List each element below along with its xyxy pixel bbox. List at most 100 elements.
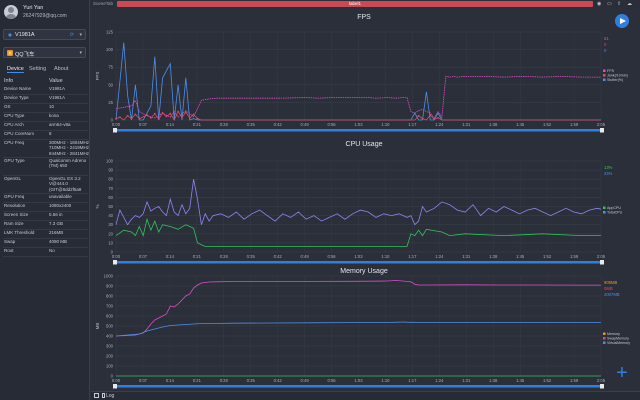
legend-swatch: [603, 69, 606, 72]
chevron-down-icon: ▾: [79, 32, 82, 38]
info-value: 8: [49, 131, 52, 136]
x-tick-label: 1:38: [489, 378, 498, 383]
refresh-icon[interactable]: ⟳: [69, 32, 74, 38]
legend-swatch: [603, 332, 606, 335]
user-profile: Yuri Yan 26247929@qq.com: [4, 4, 88, 24]
device-select[interactable]: V1981A ⟳ ▾: [3, 29, 86, 40]
tab-setting[interactable]: Setting: [29, 66, 47, 72]
x-tick-label: 1:10: [381, 254, 390, 259]
info-key: GPU Type: [4, 158, 25, 163]
range-handle-right[interactable]: [600, 384, 604, 389]
info-value: unavailable: [49, 194, 72, 199]
range-slider[interactable]: [114, 261, 603, 264]
x-tick-label: 1:24: [435, 122, 444, 127]
x-tick-label: 0:56: [327, 122, 336, 127]
table-row: Swap 4090 MB: [3, 239, 88, 248]
x-tick-label: 1:10: [381, 378, 390, 383]
y-tick-label: 900: [106, 284, 114, 289]
bottom-bar: Log: [91, 391, 640, 400]
chart-title: FPS: [357, 14, 371, 21]
y-tick-label: 30: [108, 222, 113, 227]
y-tick-label: 90: [108, 168, 113, 173]
legend-label[interactable]: AppCPU: [607, 206, 621, 210]
info-value: 1080x2400: [49, 203, 72, 208]
cloud-icon[interactable]: ☁: [627, 1, 632, 7]
legend-label[interactable]: VirtualMemory: [607, 341, 630, 345]
table-row: CPU Arch arm64-v8a: [3, 122, 88, 131]
legend-label[interactable]: SwapMemory: [607, 337, 629, 341]
range-handle-right[interactable]: [600, 128, 604, 133]
jank-point: [146, 114, 148, 116]
jank-point: [417, 114, 420, 117]
x-tick-label: 1:31: [462, 122, 471, 127]
info-value: OpenGL ES 3.2 V@444.0 (GIT@8dd2f5a8: [49, 176, 82, 192]
x-tick-label: 0:14: [166, 378, 175, 383]
folder-icon[interactable]: ▭: [607, 1, 612, 7]
info-key: Device Name: [4, 86, 32, 91]
jank-point: [433, 118, 436, 121]
range-slider[interactable]: [114, 129, 603, 132]
location-icon[interactable]: ◉: [597, 1, 602, 7]
info-value: 5.56 in: [49, 212, 63, 217]
legend-label[interactable]: FPS: [607, 69, 615, 73]
x-tick-label: 0:00: [112, 254, 121, 259]
column-header-value: Value: [49, 78, 63, 84]
jank-point: [177, 110, 179, 113]
log-tab[interactable]: Log: [106, 393, 115, 399]
series-line-appcpu: [115, 217, 601, 247]
jank-point: [169, 112, 172, 115]
x-tick-label: 0:42: [274, 254, 283, 259]
upload-icon[interactable]: ⇧: [617, 1, 622, 7]
legend-label[interactable]: Stutter(%): [607, 78, 623, 82]
x-tick-label: 1:17: [408, 122, 417, 127]
sidebar: Yuri Yan 26247929@qq.com V1981A ⟳ ▾ QQ飞车…: [0, 0, 90, 400]
x-tick-label: 0:35: [247, 122, 256, 127]
tab-about[interactable]: About: [54, 66, 69, 72]
info-value: 7.3 GB: [49, 221, 64, 226]
range-handle-right[interactable]: [600, 260, 604, 265]
play-button[interactable]: [615, 14, 629, 28]
range-handle-left[interactable]: [113, 128, 117, 133]
x-tick-label: 0:14: [166, 122, 175, 127]
y-tick-label: 200: [106, 354, 114, 359]
y-tick-label: 100: [106, 159, 114, 164]
info-key: Ram Size: [4, 221, 24, 226]
info-value: 300MHz - 1804MHz 710MHz - 2419MHz 844MHz…: [49, 140, 90, 156]
x-tick-label: 1:45: [516, 254, 525, 259]
legend-label[interactable]: TotalCPU: [607, 211, 623, 215]
jank-point: [165, 115, 168, 118]
x-tick-label: 0:00: [112, 378, 121, 383]
table-row: OS 10: [3, 104, 88, 113]
app-select[interactable]: QQ飞车 ▾: [3, 47, 86, 58]
expand-icon[interactable]: [94, 393, 99, 398]
add-button[interactable]: +: [616, 362, 628, 384]
y-tick-label: 0: [111, 250, 114, 255]
tab-device[interactable]: Device: [7, 66, 24, 73]
y-tick-label: 0: [111, 374, 114, 379]
chevron-down-icon: ▾: [79, 50, 82, 56]
table-row: CPU Type kona: [3, 113, 88, 122]
scene-label-bar[interactable]: label1: [117, 1, 593, 7]
info-value: kona: [49, 113, 59, 118]
legend-label[interactable]: Memory: [607, 332, 620, 336]
scene-tab-label: SceneTab: [93, 1, 114, 6]
x-tick-label: 0:28: [220, 122, 229, 127]
range-handle-left[interactable]: [113, 260, 117, 265]
range-slider[interactable]: [114, 385, 603, 388]
jank-point: [150, 116, 152, 119]
panel-icon[interactable]: [102, 393, 105, 398]
info-value: arm64-v8a: [49, 122, 71, 127]
info-key: Device Type: [4, 95, 29, 100]
table-row: Device Type V1981A: [3, 95, 88, 104]
legend-swatch: [603, 74, 606, 77]
range-handle-left[interactable]: [113, 384, 117, 389]
avatar[interactable]: [4, 5, 18, 19]
y-tick-label: 100: [106, 47, 114, 52]
legend-label[interactable]: Jank(/10min): [607, 74, 628, 78]
table-row: Resolution 1080x2400: [3, 203, 88, 212]
jank-point: [421, 117, 424, 120]
x-tick-label: 0:07: [139, 122, 148, 127]
legend-value: 2007MB: [604, 292, 620, 297]
jank-point: [161, 112, 164, 114]
y-tick-label: 75: [108, 65, 113, 70]
